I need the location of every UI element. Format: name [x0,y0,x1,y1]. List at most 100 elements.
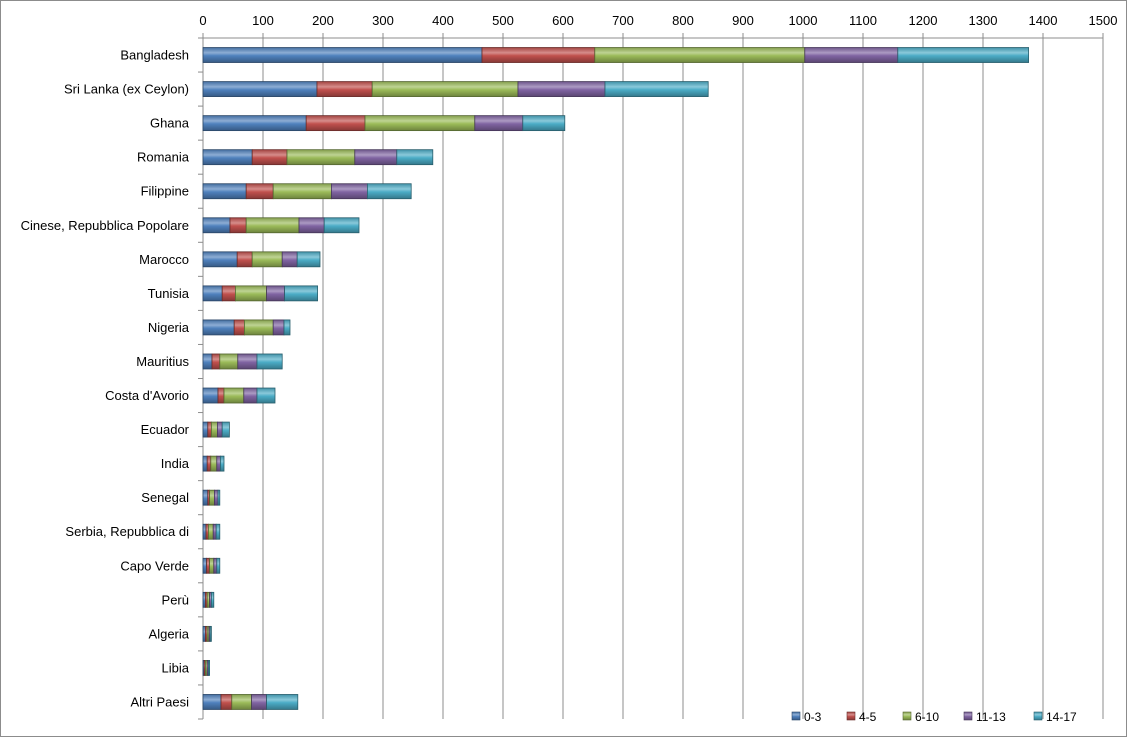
bar-segment [212,523,217,540]
bar-segment [236,251,253,268]
category-label: Filippine [141,184,189,199]
legend-label: 0-3 [804,710,822,724]
bar-segment [286,149,356,166]
x-tick-label: 1400 [1029,13,1058,28]
bar-segment [396,149,434,166]
category-label: Marocco [139,252,189,267]
legend-label: 14-17 [1046,710,1077,724]
bar-segment [223,387,245,404]
bar-segment [229,217,247,234]
category-label: Mauritius [136,354,189,369]
bar-segment [219,455,225,472]
legend-label: 11-13 [976,710,1006,724]
bar-segment [216,455,221,472]
bar-segment [202,455,208,472]
bar-segment [243,319,274,336]
bar-segment [210,591,215,608]
legend: 0-3 4-5 6-10 11-13 14-17 [791,710,1077,724]
bar-segment [215,523,221,540]
bar-segment [206,557,211,574]
legend-label: 6-10 [915,710,939,724]
x-tick-label: 500 [492,13,514,28]
bar-segment [354,149,398,166]
x-tick-label: 1500 [1089,13,1118,28]
bar-segment [522,115,566,132]
bar-segment [284,285,319,302]
bar-segment [234,285,267,302]
legend-swatch [846,711,856,721]
bar-segment [251,149,288,166]
category-label: Algeria [149,626,190,641]
bar-segment [296,251,321,268]
legend-swatch [791,711,801,721]
bar-segment [216,557,221,574]
x-tick-label: 1300 [969,13,998,28]
bar-segment [272,319,285,336]
bar-segment [371,81,519,97]
category-label: Senegal [141,490,189,505]
x-tick-label: 1200 [909,13,938,28]
bar-segment [202,115,307,132]
bar-segment [202,81,318,97]
bar-segment [281,251,298,268]
category-label: Bangladesh [120,48,189,63]
bar-segment [207,660,210,676]
category-label: Serbia, Repubblica di [65,524,189,539]
bar-segment [604,81,709,97]
bar-segment [209,557,215,574]
category-label: Altri Paesi [130,694,189,709]
x-tick-label: 300 [372,13,394,28]
category-label: Ghana [150,116,190,131]
bar-segment [202,149,253,166]
bar-segment [256,387,276,404]
x-tick-label: 100 [252,13,274,28]
category-label: Romania [137,150,190,165]
bar-segment [220,694,233,710]
bar-segment [251,694,268,710]
bar-segment [202,694,222,710]
bar-segment [202,387,219,404]
bar-segment [298,217,325,234]
bar-segment [202,47,483,63]
bar-segment [202,421,209,438]
bar-segment [202,523,207,540]
x-tick-label: 800 [672,13,694,28]
category-label: Costa d'Avorio [105,388,189,403]
legend-swatch [902,711,912,721]
x-tick-label: 1100 [849,13,877,28]
category-label: India [161,456,190,471]
bar-segment [237,353,258,370]
bar-segment [210,421,218,438]
bar-segment [316,81,373,97]
bar-segment [323,217,360,234]
category-label: Sri Lanka (ex Ceylon) [64,82,189,97]
bar-segment [202,217,231,234]
bar-segment [364,115,476,132]
x-tick-label: 200 [312,13,334,28]
bar-segment [206,455,212,472]
category-label: Tunisia [148,286,190,301]
bar-segment [207,523,214,540]
bar-segment [219,353,239,370]
bar-segment [207,421,212,438]
bar-segment [245,217,300,234]
x-tick-label: 600 [552,13,574,28]
category-label: Ecuador [141,422,190,437]
x-tick-label: 400 [432,13,454,28]
bar-segment [517,81,606,97]
category-label: Libia [162,660,190,675]
bar-segment [266,285,286,302]
bar-segment [213,489,219,506]
bar-segment [305,115,366,132]
bar-segment [211,353,221,370]
bar-segment [251,251,283,268]
x-tick-label: 0 [199,13,206,28]
bar-segment [202,489,209,506]
x-axis-ticks: 0 100 200 300 400 500 600 700 800 900 1000 1100 1200… [199,13,1118,39]
bar-segment [202,285,223,302]
legend-swatch [1033,711,1043,721]
bar-segment [202,183,247,200]
bar-segment [221,421,230,438]
